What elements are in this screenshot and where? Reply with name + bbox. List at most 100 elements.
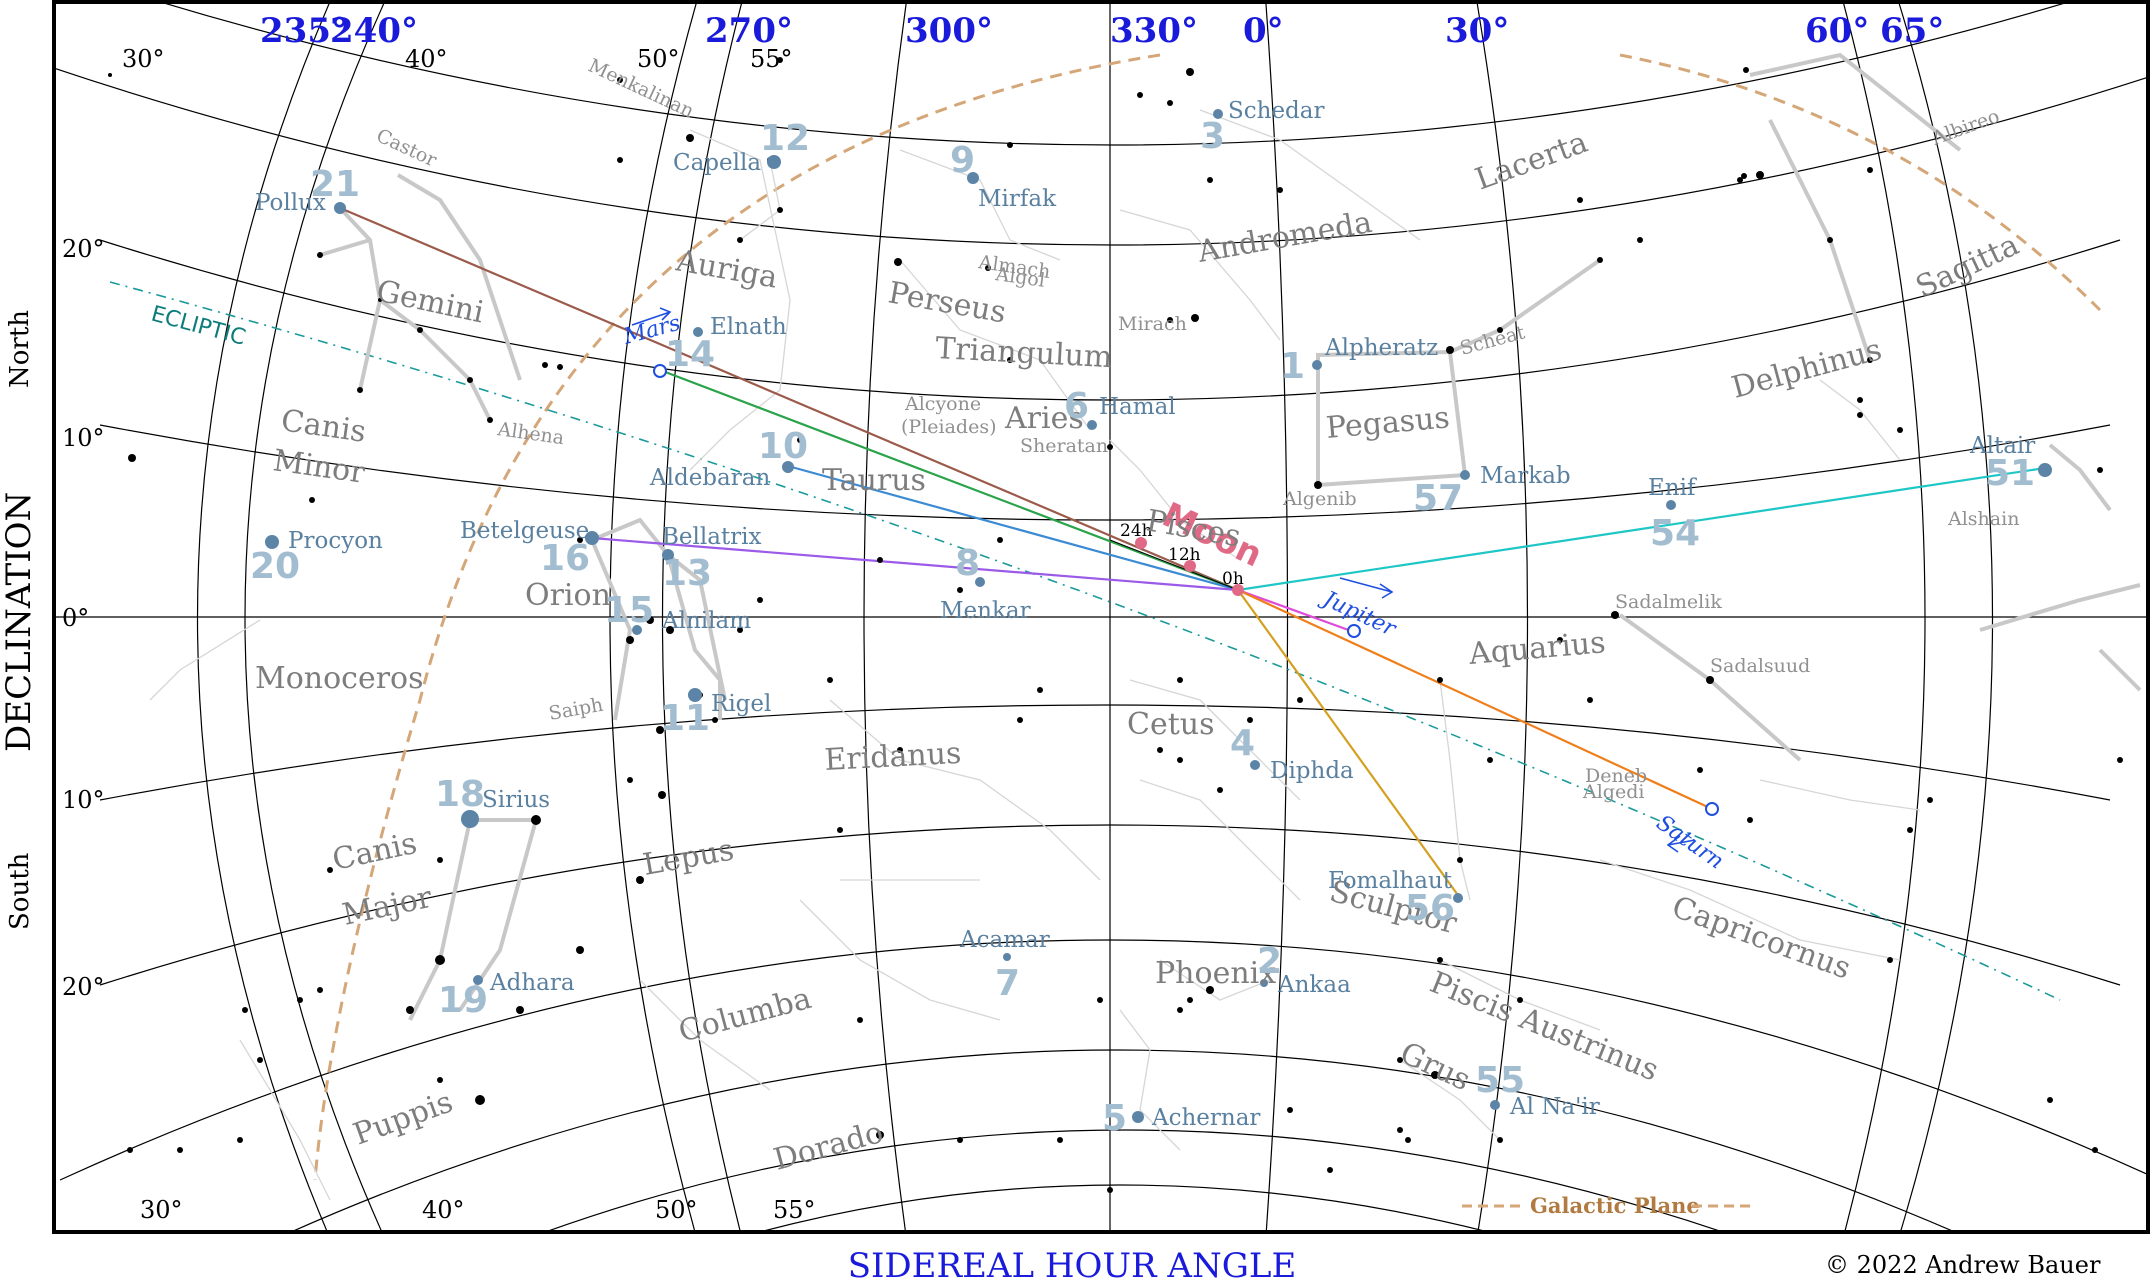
- minor-star-label: Deneb: [1585, 765, 1647, 787]
- nav-star-ankaa: [1260, 979, 1268, 987]
- latitude-label-top: 30°: [122, 45, 165, 73]
- sha-label: 300°: [905, 11, 993, 51]
- star-number-label: 21: [310, 164, 360, 205]
- minor-star-label: Mirach: [1118, 313, 1187, 335]
- star-name-label: Mirfak: [978, 186, 1057, 212]
- moon-hour-label: 0h: [1222, 569, 1244, 589]
- minor-star-label: Sheratan: [1020, 435, 1108, 457]
- star-name-label: Diphda: [1270, 758, 1354, 784]
- star-number-label: 19: [438, 980, 488, 1021]
- star-number-label: 57: [1413, 478, 1463, 519]
- constellation-label: Cetus: [1127, 707, 1214, 742]
- sha-label: 60°: [1805, 11, 1869, 51]
- star-name-label: Sirius: [482, 787, 550, 813]
- star-number-label: 51: [1985, 453, 2035, 494]
- latitude-label-bottom: 40°: [422, 1196, 465, 1224]
- star-name-label: Acamar: [959, 927, 1050, 953]
- star-name-label: Adhara: [489, 970, 575, 996]
- nav-star-fomalhaut: [1453, 893, 1463, 903]
- declination-tick: 0°: [62, 604, 89, 632]
- star-name-label: Capella: [673, 150, 761, 176]
- nav-star-elnath: [693, 327, 703, 337]
- star-name-label: Achernar: [1151, 1105, 1260, 1131]
- latitude-label-bottom: 30°: [140, 1196, 183, 1224]
- star-name-label: Hamal: [1099, 394, 1176, 420]
- declination-title: DECLINATION: [0, 492, 39, 752]
- constellation-label: Orion: [525, 578, 611, 613]
- saturn-marker: [1705, 802, 1719, 816]
- star-number-label: 13: [662, 553, 712, 594]
- star-name-label: Bellatrix: [662, 524, 762, 550]
- constellation-label: Aries: [1004, 401, 1084, 436]
- sha-axis-title: SIDEREAL HOUR ANGLE: [848, 1246, 1297, 1286]
- star-number-label: 14: [665, 334, 715, 375]
- nav-star-hamal: [1087, 420, 1097, 430]
- sha-label: 65°: [1880, 11, 1944, 51]
- star-name-label: Markab: [1480, 463, 1571, 489]
- minor-star-label: Alshain: [1947, 508, 2019, 530]
- nav-star-menkar: [975, 577, 985, 587]
- minor-star-label: Algenib: [1282, 488, 1357, 510]
- star-name-label: Aldebaran: [649, 465, 770, 491]
- galactic-plane: [313, 53, 2102, 1181]
- constellation-label: Monoceros: [255, 661, 424, 696]
- star-number-label: 7: [995, 963, 1020, 1004]
- star-name-label: Enif: [1648, 475, 1697, 501]
- star-number-label: 55: [1475, 1060, 1525, 1101]
- constellation-lines-thin: [149, 109, 1921, 1201]
- star-name-label: Al Na'ir: [1509, 1094, 1600, 1120]
- moon-hour-label: 24h: [1120, 521, 1153, 541]
- star-number-label: 1: [1280, 346, 1305, 387]
- declination-tick: 10°: [62, 786, 105, 814]
- star-number-label: 5: [1102, 1098, 1127, 1139]
- nav-star-diphda: [1250, 760, 1260, 770]
- minor-star-label: Sadalsuud: [1710, 655, 1810, 677]
- declination-tick: 10°: [62, 424, 105, 452]
- nav-star-altair: [2038, 463, 2052, 477]
- constellation-lines-bold: [319, 52, 2142, 1021]
- nav-star-alnilam: [632, 625, 642, 635]
- nav-star-achernar: [1132, 1111, 1144, 1123]
- nav-star-adhara: [473, 975, 483, 985]
- declination-grid: [54, 2, 2148, 1232]
- moon-track: [1135, 537, 1244, 596]
- jupiter-marker: [1347, 624, 1361, 638]
- star-name-label: Ankaa: [1277, 972, 1351, 998]
- star-number-label: 11: [660, 698, 710, 739]
- nav-star-betelgeuse: [585, 531, 599, 545]
- nav-star-aldebaran: [782, 461, 794, 473]
- star-name-label: Alpheratz: [1324, 335, 1438, 361]
- navigation-stars: [265, 109, 2052, 1123]
- latitude-label-bottom: 50°: [655, 1196, 698, 1224]
- star-name-label: Altair: [1969, 433, 2035, 459]
- navigation-lines: [339, 206, 2046, 899]
- star-number-label: 56: [1405, 888, 1455, 929]
- star-name-label: Menkar: [940, 598, 1031, 624]
- mars-marker: [653, 364, 667, 378]
- star-name-label: Fomalhaut: [1328, 868, 1453, 894]
- south-label: South: [5, 852, 35, 930]
- star-name-label: Pollux: [255, 190, 326, 216]
- background-stars: [108, 57, 2123, 1193]
- star-name-label: Schedar: [1228, 98, 1325, 124]
- latitude-label-bottom: 55°: [773, 1196, 816, 1224]
- nav-star-procyon: [265, 535, 279, 549]
- star-number-label: 18: [435, 774, 485, 815]
- constellation-label: Taurus: [822, 463, 926, 498]
- meridian-grid: [197, 2, 1994, 1232]
- moon-hour-label: 12h: [1168, 545, 1201, 565]
- nav-star-schedar: [1213, 109, 1223, 119]
- star-number-label: 2: [1257, 941, 1282, 982]
- minor-star-label: Sadalmelik: [1615, 591, 1722, 613]
- nav-star-mirfak: [967, 172, 979, 184]
- nav-star-markab: [1460, 470, 1470, 480]
- saturn-arrow-icon: [1666, 835, 1696, 853]
- star-number-label: 3: [1200, 116, 1225, 157]
- nav-star-sirius: [461, 810, 479, 828]
- galactic-plane-legend: Galactic Plane: [1530, 1193, 1700, 1218]
- nav-star-enif: [1666, 500, 1676, 510]
- sha-label: 240°: [330, 11, 418, 51]
- declination-tick: 20°: [62, 235, 105, 263]
- star-name-label: Elnath: [710, 314, 787, 340]
- nav-star-capella: [767, 155, 781, 169]
